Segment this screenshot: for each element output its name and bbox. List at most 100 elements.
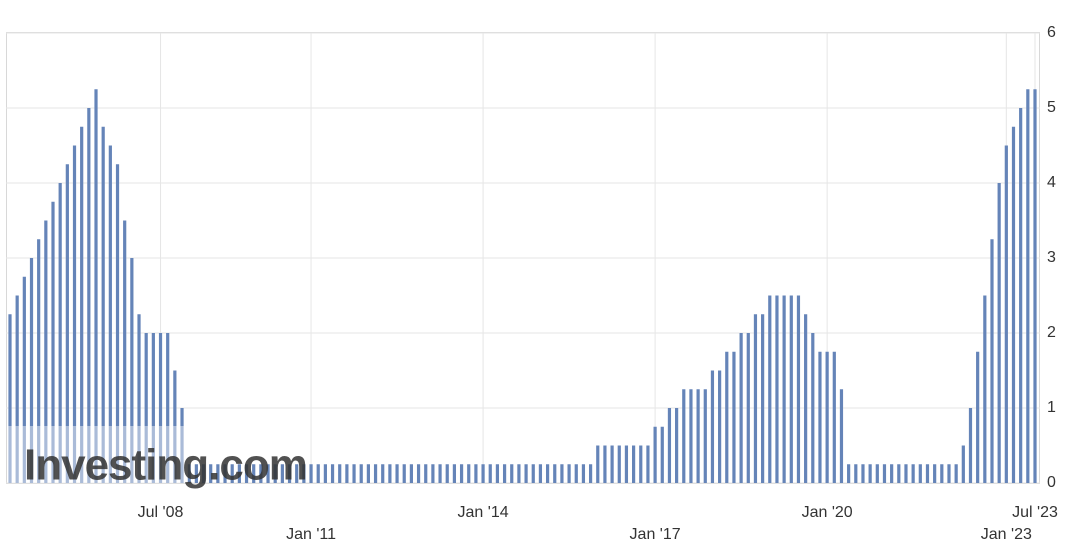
bar [653, 426, 657, 483]
bar [596, 445, 600, 483]
bar [768, 295, 772, 483]
bar [875, 464, 879, 483]
bar [646, 445, 650, 483]
bar [796, 295, 801, 483]
bar [1011, 126, 1016, 483]
bar [947, 464, 951, 483]
bar [890, 464, 894, 483]
bar [832, 351, 836, 483]
y-tick-label: 3 [1047, 249, 1056, 266]
bar [588, 464, 593, 483]
bar [675, 408, 679, 483]
bar [502, 464, 507, 483]
bar [467, 464, 471, 483]
bar [409, 464, 413, 483]
bar [954, 464, 958, 483]
y-tick-label: 0 [1047, 474, 1056, 491]
y-tick-label: 4 [1047, 174, 1056, 191]
bar [180, 408, 184, 483]
bar [151, 333, 155, 483]
bar [1033, 89, 1037, 483]
bar [882, 464, 887, 483]
bar [452, 464, 457, 483]
bar [804, 314, 808, 483]
bar [37, 239, 41, 483]
bar [445, 464, 449, 483]
bar [230, 464, 234, 483]
watermark: Investing.com [24, 441, 307, 490]
bar [710, 370, 715, 483]
bar [545, 464, 550, 483]
bar [775, 295, 779, 483]
bar [223, 464, 227, 483]
bar [266, 464, 270, 483]
bar [897, 464, 901, 483]
y-tick-label: 5 [1047, 99, 1056, 116]
bar [345, 464, 349, 483]
bar [667, 408, 672, 483]
bar [108, 145, 112, 483]
bar [438, 464, 442, 483]
bar [825, 351, 829, 483]
bar [753, 314, 758, 483]
x-tick-label: Jan '20 [802, 504, 853, 521]
bar [158, 333, 163, 483]
bar [173, 370, 177, 483]
bar [287, 464, 292, 483]
bar [488, 464, 492, 483]
bar [130, 258, 134, 483]
bar [424, 464, 428, 483]
y-tick-label: 6 [1047, 24, 1056, 41]
bar [718, 370, 722, 483]
bar [330, 464, 335, 483]
x-tick-label: Jul '08 [138, 504, 184, 521]
bar [402, 464, 406, 483]
bar [44, 220, 48, 483]
bar [87, 108, 91, 483]
bar [22, 276, 26, 483]
bar [868, 464, 872, 483]
bar [933, 464, 937, 483]
bar [682, 389, 686, 483]
bar [80, 126, 84, 483]
bar [359, 464, 363, 483]
bar [689, 389, 693, 483]
bar [101, 126, 105, 483]
bar [639, 445, 643, 483]
bar [416, 464, 421, 483]
bar [8, 314, 12, 483]
bar [273, 464, 277, 483]
bar [316, 464, 320, 483]
bar [373, 464, 378, 483]
bar [904, 464, 908, 483]
bar [911, 464, 915, 483]
bar [603, 445, 607, 483]
bar [194, 464, 198, 483]
bar [997, 183, 1001, 483]
bar [531, 464, 535, 483]
bar [940, 464, 944, 483]
bar [459, 464, 464, 483]
bar [474, 464, 478, 483]
bar [338, 464, 342, 483]
bar [280, 464, 284, 483]
bar [51, 201, 55, 483]
x-tick-label: Jul '23 [1012, 504, 1058, 521]
bar [388, 464, 392, 483]
bar [216, 464, 220, 483]
bar [481, 464, 485, 483]
bar [610, 445, 614, 483]
bar [1019, 108, 1023, 483]
bar [983, 295, 987, 483]
bar [431, 464, 435, 483]
bar [746, 333, 750, 483]
bar [137, 314, 141, 483]
bar [581, 464, 586, 483]
bar [123, 220, 127, 483]
bar [782, 295, 786, 483]
bar [538, 464, 543, 483]
bar [624, 445, 629, 483]
y-tick-label: 2 [1047, 324, 1056, 341]
bar [29, 258, 34, 483]
bar [201, 464, 206, 483]
